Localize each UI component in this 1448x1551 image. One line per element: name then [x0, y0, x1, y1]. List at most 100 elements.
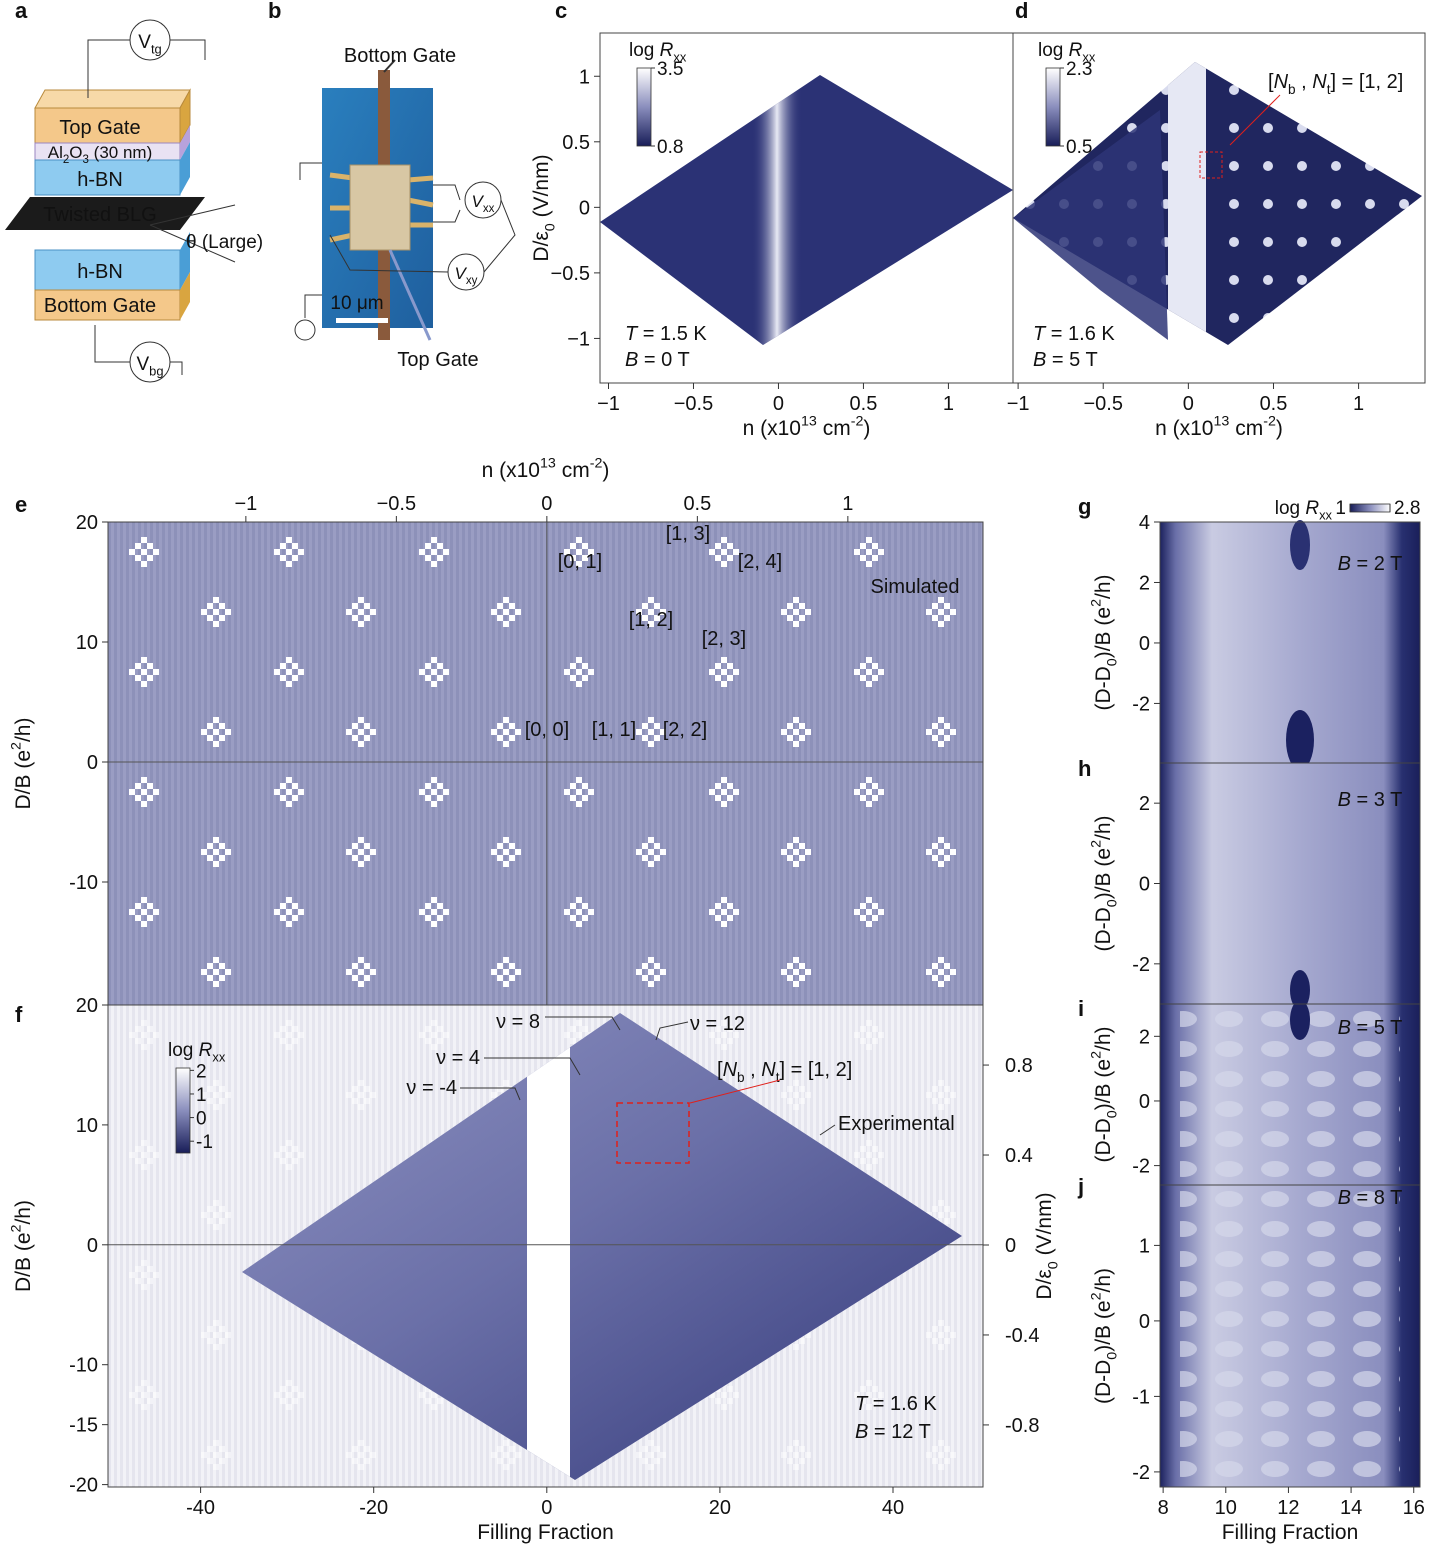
annotation: B = 2 T	[1338, 553, 1403, 575]
text-part: log	[1038, 40, 1069, 61]
text-part: /h)	[1092, 574, 1115, 599]
text-part: B	[1338, 789, 1351, 811]
annotation: [1, 2]	[629, 609, 673, 631]
text-part: N	[1274, 71, 1289, 93]
text-part: )/B (e	[1092, 1300, 1115, 1351]
annotation: [2, 2]	[663, 719, 707, 741]
text-part: = 2 T	[1351, 553, 1402, 575]
colorbar-tick-label: -1	[196, 1132, 213, 1153]
y-tick-label: -2	[1132, 954, 1150, 976]
text-part: = 12 T	[868, 1421, 930, 1443]
y-tick-label: 4	[1139, 512, 1150, 534]
text-part: 13	[801, 414, 817, 430]
x-tick-label: 12	[1277, 1497, 1299, 1519]
panel-label: f	[15, 1002, 23, 1027]
text-part: xx	[483, 203, 495, 215]
text-part: ,	[1296, 71, 1313, 93]
text-part: (D-D	[1092, 1118, 1115, 1162]
text-part: = 1.6 K	[867, 1393, 937, 1415]
annotation: [0, 0]	[525, 719, 569, 741]
text-part: 2	[1089, 1292, 1105, 1300]
y-axis-label: D/B (e2/h)	[9, 718, 35, 810]
map-ridge	[1168, 50, 1206, 350]
y-tick-label: 2	[1139, 1026, 1150, 1048]
y-axis-label: D/B (e2/h)	[9, 1200, 35, 1292]
colorbar-tick-label: 2	[196, 1061, 207, 1082]
y-tick-label: 0	[87, 752, 98, 774]
x-tick-label: 0	[773, 393, 784, 415]
annotation: Experimental	[838, 1113, 955, 1135]
text-part: ,	[745, 1059, 762, 1081]
text-part: N	[761, 1059, 776, 1081]
y2-axis-label: D/ε0 (V/nm)	[1033, 1192, 1061, 1299]
x-tick-label: 0.5	[1260, 393, 1288, 415]
x-tick-label: 16	[1403, 1497, 1425, 1519]
annotation: [1, 3]	[666, 523, 710, 545]
text-part: (D-D	[1092, 1360, 1115, 1404]
y-tick-label: 2	[1139, 793, 1150, 815]
colorbar	[1350, 504, 1390, 512]
x-tick-label: 1	[1353, 393, 1364, 415]
text-part: tg	[151, 42, 162, 57]
text-part: 2	[9, 1224, 25, 1232]
annotation: Simulated	[871, 576, 960, 598]
annotation: T = 1.6 K	[855, 1393, 937, 1415]
x-tick-label: 10	[1215, 1497, 1237, 1519]
x2-tick-label: 0	[541, 493, 552, 515]
text-part: B	[855, 1421, 868, 1443]
text-part: n (x10	[743, 417, 801, 440]
colorbar	[176, 1068, 190, 1153]
text-part: R	[660, 40, 674, 61]
x-tick-label: 8	[1158, 1497, 1169, 1519]
text-part: N	[723, 1059, 738, 1081]
device-label: Twisted BLG	[43, 204, 156, 226]
y-tick-label: -15	[69, 1415, 98, 1437]
annotation: B = 8 T	[1338, 1187, 1403, 1209]
text-part: 13	[540, 456, 556, 472]
annotation: ν = 4	[436, 1047, 480, 1069]
y-tick-label: 0	[1139, 1091, 1150, 1113]
text-part: 2	[9, 742, 25, 750]
text-part: V	[136, 354, 149, 375]
text-part: V	[138, 32, 151, 53]
y-tick-label: 0	[1139, 1311, 1150, 1333]
y-tick-label: 0	[579, 197, 590, 219]
x-tick-label: -40	[186, 1497, 215, 1519]
text-part: /h)	[1092, 1026, 1115, 1051]
text-part: xx	[1319, 508, 1332, 523]
text-part: cm	[817, 417, 851, 440]
text-part: B	[1033, 349, 1046, 371]
y-tick-label: -1	[1132, 1386, 1150, 1408]
text-part: 2	[1089, 1051, 1105, 1059]
x-axis-label: Filling Fraction	[477, 1521, 614, 1544]
colorbar-tick-label: 1	[196, 1085, 207, 1106]
text-part: )	[602, 459, 609, 482]
text-part: R	[1305, 498, 1319, 519]
simulated-peaks	[108, 522, 983, 1005]
text-part: b	[1288, 82, 1296, 97]
text-part: log	[168, 1040, 199, 1061]
text-part: O	[69, 143, 82, 162]
panel-label: a	[15, 0, 28, 23]
map-feature	[1290, 1000, 1310, 1040]
photo-label: 10 μm	[330, 293, 383, 314]
annotation: T = 1.5 K	[625, 323, 707, 345]
text-part: D/B (e	[12, 1232, 35, 1292]
text-part: log	[1275, 498, 1306, 519]
y-tick-label: 1	[579, 66, 590, 88]
y-tick-label: 0	[1139, 633, 1150, 655]
x-tick-label: 1	[943, 393, 954, 415]
text-part: -2	[851, 414, 864, 430]
panel-label: b	[268, 0, 281, 23]
text-part: 0	[1104, 899, 1120, 907]
text-part: ] = [1, 2]	[1330, 71, 1403, 93]
text-part: )/B (e	[1092, 848, 1115, 899]
x-tick-label: -20	[359, 1497, 388, 1519]
text-part: (V/nm)	[530, 154, 553, 223]
x2-tick-label: 1	[842, 493, 853, 515]
photo-label: Bottom Gate	[344, 45, 456, 67]
y-tick-label: 0	[1139, 874, 1150, 896]
x-tick-label: −0.5	[1083, 393, 1122, 415]
panel-label: g	[1078, 494, 1091, 519]
text-part: D/ε	[530, 231, 553, 261]
